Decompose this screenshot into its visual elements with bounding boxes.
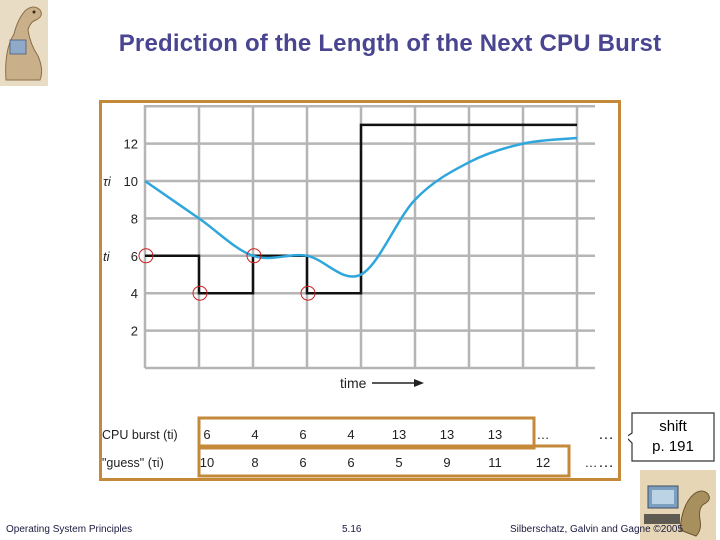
table-cell: 13 [392,427,406,442]
table-cell: 6 [299,427,306,442]
step-line [145,123,577,295]
table-cell: 12 [536,455,550,470]
table-row-label: CPU burst (ti) [102,428,178,442]
y-tick-label: 4 [131,286,138,301]
curve-line [144,136,578,278]
dinosaur-logo [0,0,48,86]
slide-title: Prediction of the Length of the Next CPU… [118,30,662,57]
table-cell: 8 [251,455,258,470]
table-cell: 9 [443,455,450,470]
circled-point [246,248,262,264]
table-row-label: "guess" (τi) [102,456,164,470]
table-cell: … [537,427,550,442]
table-row-highlight [197,416,536,450]
table-row-highlight [197,444,571,478]
y-tick-label: 10 [124,174,138,189]
table-cell: 11 [488,455,502,470]
x-axis-arrowhead [414,379,424,387]
y-tick-label: 8 [131,211,138,226]
footer-left: Operating System Principles [6,524,133,535]
table-cell: 6 [347,455,354,470]
table-cell: 10 [200,455,214,470]
table-cell: 13 [440,427,454,442]
callout-line-2: p. 191 [652,438,694,455]
series-step [145,123,577,295]
dinosaur-computer-logo [640,470,716,540]
circled-point [192,285,208,301]
y-axis: 2 4 6 8 10 12 τi ti time [103,137,424,391]
footer-center: 5.16 [342,524,362,535]
table-cell: 4 [251,427,258,442]
y-tick-label: 6 [131,249,138,264]
x-axis-label: time [340,375,367,391]
table-cell: 5 [395,455,402,470]
table-cell: 6 [299,455,306,470]
series-label: τi [103,174,112,189]
grid [143,104,595,370]
circled-point [138,248,154,264]
data-table: CPU burst (ti) 6 4 6 4 13 13 13… …"guess" (τi) 10… [102,416,614,478]
callout-bubble [628,412,715,462]
table-cell: 6 [203,427,210,442]
series-curve [144,136,578,278]
series-label: ti [103,249,111,264]
circled-points [138,248,316,301]
callout-text: shift p. 191 [628,417,718,457]
footer-right: Silberschatz, Galvin and Gagne ©2005 [510,524,684,535]
y-tick-label: 12 [124,137,138,152]
circled-point [300,285,316,301]
table-ellipsis: … [598,426,614,443]
y-tick-label: 2 [131,324,138,339]
table-cell: 13 [488,427,502,442]
table-cell: 4 [347,427,354,442]
callout-line-1: shift [659,418,687,435]
table-cell: … [585,455,598,470]
table-ellipsis: … [598,454,614,471]
